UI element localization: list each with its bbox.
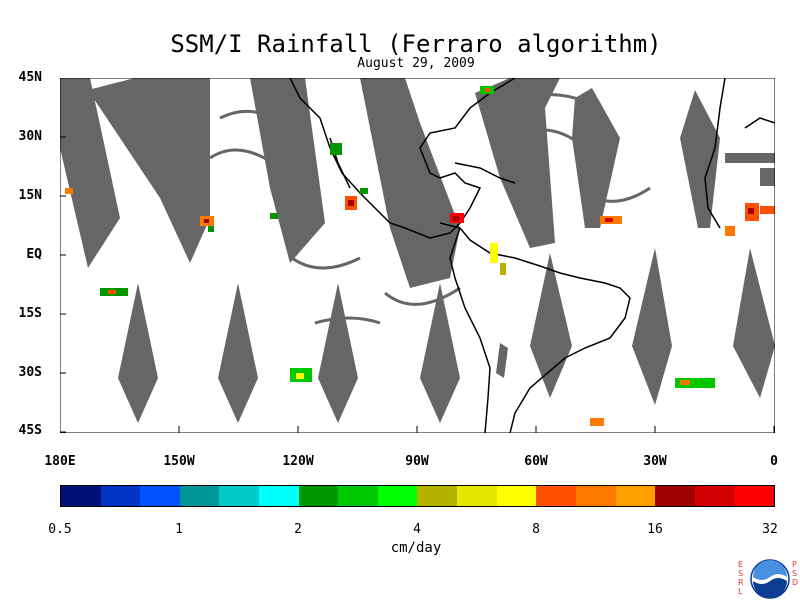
colorbar-cell — [734, 486, 774, 506]
colorbar-cell — [575, 486, 616, 506]
colorbar-cell — [615, 486, 656, 506]
lon-label: 60W — [524, 454, 548, 469]
missing-data-swaths — [60, 78, 775, 423]
lat-label: 45S — [18, 423, 42, 438]
colorbar-cell — [655, 486, 695, 506]
noaa-emblem-icon — [750, 559, 790, 599]
lat-label: 15N — [18, 188, 42, 203]
colorbar-tick-label: 16 — [647, 522, 663, 537]
colorbar — [60, 485, 775, 507]
colorbar-tick-label: 2 — [294, 522, 302, 537]
lat-label: 15S — [18, 306, 42, 321]
lon-label: 30W — [643, 454, 667, 469]
colorbar-cell — [694, 486, 735, 506]
colorbar-tick-label: 1 — [175, 522, 183, 537]
lon-label: 0 — [770, 454, 778, 469]
colorbar-cell — [457, 486, 497, 506]
colorbar-cell — [536, 486, 576, 506]
colorbar-cell — [179, 486, 220, 506]
chart-subtitle-date: August 29, 2009 — [357, 56, 475, 71]
colorbar-cell — [377, 486, 418, 506]
colorbar-tick-label: 32 — [762, 522, 778, 537]
colorbar-tick-label: 0.5 — [48, 522, 72, 537]
chart-title: SSM/I Rainfall (Ferraro algorithm) — [170, 30, 662, 58]
colorbar-cell — [100, 486, 141, 506]
lat-label: 45N — [18, 70, 42, 85]
colorbar-cell — [61, 486, 101, 506]
rain-speckles — [65, 86, 775, 426]
colorbar-cell — [496, 486, 537, 506]
lon-label: 180E — [44, 454, 76, 469]
lat-label: 30S — [18, 365, 42, 380]
lon-label: 120W — [282, 454, 314, 469]
colorbar-cell — [417, 486, 458, 506]
colorbar-cell — [338, 486, 378, 506]
lon-label: 90W — [405, 454, 429, 469]
colorbar-cell — [140, 486, 180, 506]
colorbar-cell — [298, 486, 339, 506]
lat-label: EQ — [26, 247, 42, 262]
colorbar-tick-label: 4 — [413, 522, 421, 537]
lat-label: 30N — [18, 129, 42, 144]
colorbar-cell — [259, 486, 299, 506]
lon-label: 150W — [163, 454, 195, 469]
colorbar-cell — [219, 486, 260, 506]
rainfall-map — [60, 78, 775, 433]
colorbar-tick-label: 8 — [532, 522, 540, 537]
colorbar-units: cm/day — [390, 540, 442, 556]
